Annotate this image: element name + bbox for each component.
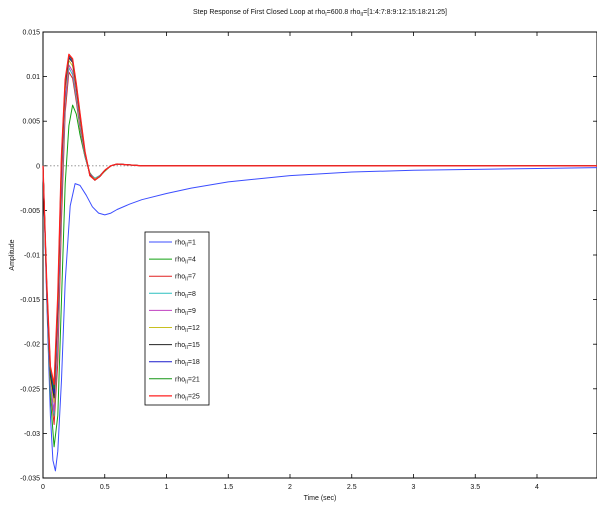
y-tick-label: -0.015: [20, 297, 40, 304]
y-tick-label: -0.02: [24, 342, 40, 349]
x-tick-label: 0: [41, 484, 45, 491]
x-tick-label: 2: [288, 484, 292, 491]
legend-label: rhoII=7: [175, 274, 196, 283]
legend-label: rhoII=21: [175, 376, 200, 385]
legend-label: rhoII=18: [175, 359, 200, 368]
x-tick-label: 3.5: [470, 484, 480, 491]
y-tick-label: -0.03: [24, 431, 40, 438]
legend-label: rhoII=25: [175, 393, 200, 402]
y-tick-label: -0.01: [24, 253, 40, 260]
legend-label: rhoII=4: [175, 257, 196, 266]
y-tick-label: 0.005: [22, 119, 40, 126]
x-tick-label: 0.5: [100, 484, 110, 491]
series-line: [42, 165, 597, 472]
y-tick-label: 0: [36, 163, 40, 170]
y-tick-label: -0.005: [20, 208, 40, 215]
x-axis: 0 0.5 1 1.5 2 2.5 3 3.5 4: [41, 32, 539, 491]
series-group: [42, 53, 597, 472]
x-axis-label: Time (sec): [304, 495, 337, 502]
legend-box: [144, 231, 210, 406]
legend-label: rhoII=9: [175, 308, 196, 317]
y-axis-label: Amplitude: [9, 239, 16, 270]
legend-label: rhoII=1: [175, 240, 196, 249]
y-tick-label: 0.015: [22, 30, 40, 37]
x-tick-label: 3: [412, 484, 416, 491]
y-tick-label: -0.025: [20, 386, 40, 393]
legend-label: rhoII=15: [175, 342, 200, 351]
plot-area: [42, 31, 597, 479]
x-tick-label: 1: [165, 484, 169, 491]
x-tick-label: 1.5: [223, 484, 233, 491]
y-tick-label: -0.035: [20, 476, 40, 483]
x-tick-label: 2.5: [347, 484, 357, 491]
y-tick-label: 0.01: [26, 74, 40, 81]
legend: rhoII=1 rhoII=4 rhoII=7 rhoII=8 rhoII=9 rhoII…: [144, 231, 210, 406]
series-line: [42, 53, 597, 385]
legend-label: rhoII=12: [175, 325, 200, 334]
legend-label: rhoII=8: [175, 291, 196, 300]
chart-title: Step Response of First Closed Loop at rh…: [193, 9, 447, 18]
x-tick-label: 4: [535, 484, 539, 491]
